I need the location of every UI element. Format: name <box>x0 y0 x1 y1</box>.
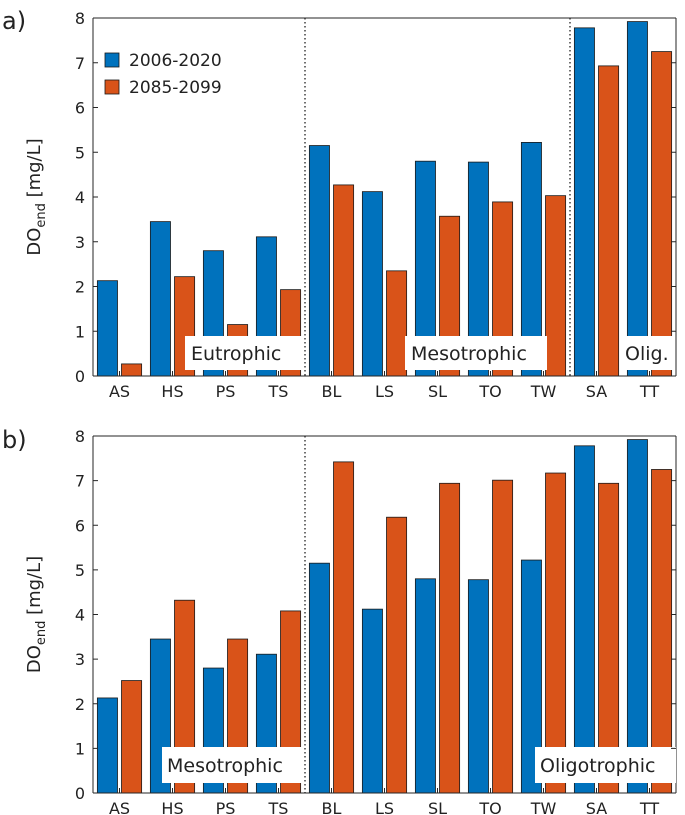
y-tick-label: 6 <box>75 99 85 118</box>
y-tick-label: 5 <box>75 143 85 162</box>
y-axis-label-unit: [mg/L] <box>24 138 45 203</box>
x-tick-label-tw: TW <box>530 382 557 401</box>
y-tick-label: 5 <box>75 561 85 580</box>
region-label-box <box>185 336 302 370</box>
y-axis-label-main: DO <box>24 645 45 673</box>
bar-as-series-1 <box>96 697 118 794</box>
bar-sa-series-1 <box>573 445 595 794</box>
y-tick-label: 4 <box>75 606 85 625</box>
region-label-box <box>162 747 303 783</box>
x-tick-label-to: TO <box>478 382 501 401</box>
bar-ls-series-1 <box>361 191 383 377</box>
bar-sa-series-2 <box>598 65 620 377</box>
x-tick-label-sl: SL <box>428 382 447 401</box>
bar-bl-series-2 <box>333 461 355 794</box>
x-tick-label-ps: PS <box>216 799 236 815</box>
x-tick-label-tw: TW <box>530 799 557 815</box>
bar-ls-series-2 <box>386 270 408 377</box>
y-tick-label: 6 <box>75 516 85 535</box>
region-label-box <box>620 336 674 370</box>
y-tick-label: 1 <box>75 739 85 758</box>
x-tick-label-ts: TS <box>268 382 289 401</box>
bar-as-series-2 <box>121 680 143 794</box>
y-axis-label-unit: [mg/L] <box>24 556 45 621</box>
bar-tw-series-2 <box>545 195 567 377</box>
x-tick-label-hs: HS <box>161 799 183 815</box>
x-tick-label-sa: SA <box>586 799 607 815</box>
x-tick-label-ls: LS <box>375 382 394 401</box>
panel-label: a) <box>2 7 26 35</box>
x-tick-label-bl: BL <box>322 382 342 401</box>
y-axis-label-main: DO <box>24 228 45 256</box>
bar-tt-series-2 <box>651 51 673 377</box>
region-label-2: Mesotrophic <box>411 343 527 365</box>
bar-tt-series-1 <box>626 439 648 794</box>
bar-sl-series-2 <box>439 482 461 794</box>
y-tick-label: 3 <box>75 233 85 252</box>
bar-to-series-2 <box>492 479 514 794</box>
y-tick-label: 1 <box>75 322 85 341</box>
region-label-1: Eutrophic <box>191 343 281 365</box>
x-tick-label-tt: TT <box>639 799 659 815</box>
x-tick-label-as: AS <box>109 382 130 401</box>
region-label-2: Oligotrophic <box>540 755 656 777</box>
y-axis-label-subscript: end <box>34 203 49 228</box>
y-tick-label: 8 <box>75 9 85 28</box>
bar-tt-series-2 <box>651 469 673 794</box>
legend-label-1: 2006-2020 <box>129 51 222 71</box>
y-tick-label: 8 <box>75 427 85 446</box>
bar-bl-series-1 <box>308 145 330 377</box>
region-label-box <box>535 747 676 783</box>
region-label-1: Mesotrophic <box>167 755 283 777</box>
x-tick-label-ls: LS <box>375 799 394 815</box>
y-tick-label: 4 <box>75 188 85 207</box>
y-axis-label: DOend [mg/L] <box>24 556 49 673</box>
y-axis-label: DOend [mg/L] <box>24 138 49 255</box>
bar-bl-series-2 <box>333 184 355 377</box>
bar-bl-series-1 <box>308 562 330 794</box>
y-tick-label: 0 <box>75 367 85 386</box>
y-axis-label-subscript: end <box>34 621 49 646</box>
bar-sa-series-2 <box>598 482 620 794</box>
bar-tw-series-2 <box>545 472 567 794</box>
chart-panel-2: Mesotrophic Oligotrophic 0 1 2 3 4 5 6 7 8 AS HS PS TS… <box>2 426 677 815</box>
y-tick-label: 0 <box>75 784 85 803</box>
panel-label: b) <box>2 426 27 454</box>
x-tick-label-hs: HS <box>161 382 183 401</box>
x-tick-label-bl: BL <box>322 799 342 815</box>
y-tick-label: 3 <box>75 650 85 669</box>
x-tick-label-ps: PS <box>216 382 236 401</box>
x-tick-label-tt: TT <box>639 382 659 401</box>
region-label-box <box>405 336 547 370</box>
y-tick-label: 7 <box>75 472 85 491</box>
legend-swatch-2 <box>104 79 120 95</box>
x-tick-label-sa: SA <box>586 382 607 401</box>
bar-ls-series-1 <box>361 608 383 794</box>
bar-hs-series-1 <box>149 221 171 377</box>
bar-as-series-2 <box>121 363 143 377</box>
chart-panel-1: Eutrophic Mesotrophic Olig. 0 1 2 3 4 5 6 7 8 AS HS PS… <box>2 7 677 401</box>
y-tick-label: 7 <box>75 54 85 73</box>
x-tick-label-ts: TS <box>268 799 289 815</box>
x-tick-label-to: TO <box>478 799 501 815</box>
bar-to-series-1 <box>467 579 489 794</box>
x-tick-label-as: AS <box>109 799 130 815</box>
x-tick-label-sl: SL <box>428 799 447 815</box>
bar-as-series-1 <box>96 280 118 377</box>
bar-tt-series-1 <box>626 21 648 377</box>
legend-swatch-1 <box>104 52 120 68</box>
bar-sa-series-1 <box>573 27 595 377</box>
y-tick-label: 2 <box>75 278 85 297</box>
y-tick-label: 2 <box>75 695 85 714</box>
legend-label-2: 2085-2099 <box>129 78 222 98</box>
bar-sl-series-1 <box>414 578 436 794</box>
region-label-3: Olig. <box>625 343 669 365</box>
bar-ls-series-2 <box>386 516 408 794</box>
